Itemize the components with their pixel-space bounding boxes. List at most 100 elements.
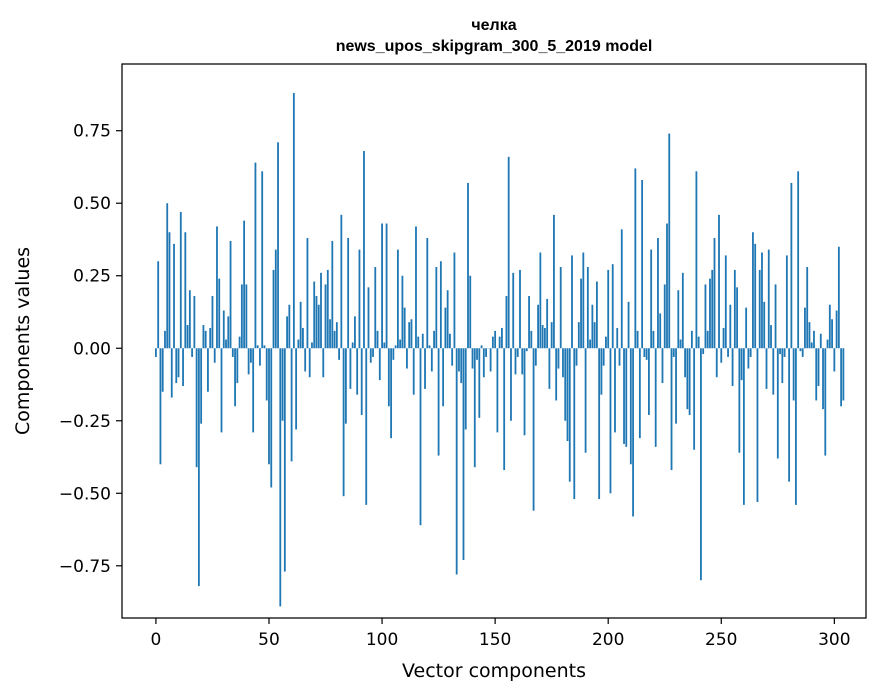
bar-124 <box>435 267 438 349</box>
bar-189 <box>582 252 585 349</box>
bar-85 <box>347 238 350 349</box>
bar-257 <box>736 287 739 349</box>
bar-284 <box>797 171 800 349</box>
bar-262 <box>747 348 750 369</box>
bar-177 <box>555 348 558 401</box>
bar-255 <box>731 348 734 386</box>
bar-258 <box>738 348 741 453</box>
bar-191 <box>586 267 589 349</box>
bar-240 <box>697 336 700 349</box>
bar-127 <box>442 348 445 407</box>
bar-25 <box>211 296 214 349</box>
bar-134 <box>458 348 460 372</box>
bar-83 <box>342 348 345 497</box>
bar-37 <box>238 336 241 349</box>
bar-75 <box>324 284 327 349</box>
bar-292 <box>815 348 818 401</box>
bar-118 <box>421 333 424 349</box>
bar-158 <box>512 272 515 349</box>
bar-93 <box>365 348 368 505</box>
bar-46 <box>259 348 261 366</box>
bar-288 <box>806 267 809 349</box>
bar-243 <box>704 284 707 349</box>
bar-135 <box>460 348 463 384</box>
bar-131 <box>451 348 454 366</box>
bar-55 <box>279 348 282 607</box>
bar-217 <box>645 348 648 360</box>
bar-197 <box>600 348 603 395</box>
bar-5 <box>166 203 169 349</box>
bar-274 <box>774 284 777 349</box>
bar-237 <box>690 330 693 349</box>
bar-87 <box>351 342 354 349</box>
bar-125 <box>437 348 440 456</box>
bar-73 <box>320 272 322 349</box>
bar-218 <box>648 348 650 415</box>
bar-110 <box>403 307 406 349</box>
bar-32 <box>227 316 230 349</box>
bar-14 <box>186 325 189 349</box>
bar-133 <box>455 348 458 575</box>
bar-161 <box>519 269 521 349</box>
bar-96 <box>372 348 374 357</box>
bar-67 <box>306 238 309 349</box>
bar-302 <box>837 246 840 349</box>
y-tick-label: 0.50 <box>73 194 111 214</box>
bar-180 <box>562 348 564 378</box>
bar-120 <box>426 238 429 349</box>
bar-90 <box>358 249 361 349</box>
bar-43 <box>252 348 255 433</box>
bar-28 <box>218 278 221 349</box>
bar-208 <box>625 348 628 447</box>
bar-234 <box>684 348 686 378</box>
bar-42 <box>250 348 252 363</box>
bar-89 <box>356 348 359 395</box>
x-tick-label: 150 <box>479 630 511 650</box>
bar-60 <box>290 348 293 462</box>
bar-31 <box>225 339 227 349</box>
bar-97 <box>374 267 377 349</box>
bar-232 <box>679 339 682 349</box>
bar-228 <box>670 348 673 471</box>
bar-278 <box>783 348 786 357</box>
bar-299 <box>831 319 833 349</box>
bar-26 <box>213 348 216 363</box>
bar-33 <box>229 240 232 349</box>
bar-108 <box>399 339 402 349</box>
bar-260 <box>742 348 745 505</box>
bar-54 <box>277 142 279 349</box>
bar-2 <box>159 348 162 465</box>
bar-168 <box>534 348 537 366</box>
bar-69 <box>311 342 313 349</box>
bar-104 <box>390 348 393 439</box>
bar-101 <box>383 342 386 349</box>
bar-112 <box>408 322 411 349</box>
x-tick-label: 100 <box>366 630 398 650</box>
bar-242 <box>702 348 705 355</box>
bar-100 <box>381 223 383 349</box>
bar-273 <box>772 348 775 395</box>
x-tick-label: 300 <box>818 630 850 650</box>
bar-151 <box>496 348 499 433</box>
bar-149 <box>491 336 494 349</box>
bar-188 <box>580 278 582 349</box>
bar-216 <box>643 348 646 357</box>
bar-166 <box>530 330 533 349</box>
y-axis-ticks: −0.75 −0.50 −0.25 0.00 0.25 0.50 0.75 <box>59 122 122 577</box>
bar-92 <box>363 151 365 349</box>
bar-304 <box>842 348 845 401</box>
bar-194 <box>593 322 596 349</box>
bar-297 <box>826 339 829 349</box>
bar-153 <box>501 327 503 349</box>
bar-9 <box>175 348 178 384</box>
bar-247 <box>713 238 716 349</box>
bar-176 <box>553 214 555 349</box>
bar-8 <box>173 243 175 349</box>
bar-251 <box>722 327 725 349</box>
bar-84 <box>344 348 347 424</box>
bar-269 <box>763 301 766 349</box>
bar-212 <box>634 168 637 349</box>
bar-34 <box>231 348 234 357</box>
bar-230 <box>675 348 677 424</box>
bar-155 <box>505 296 508 349</box>
